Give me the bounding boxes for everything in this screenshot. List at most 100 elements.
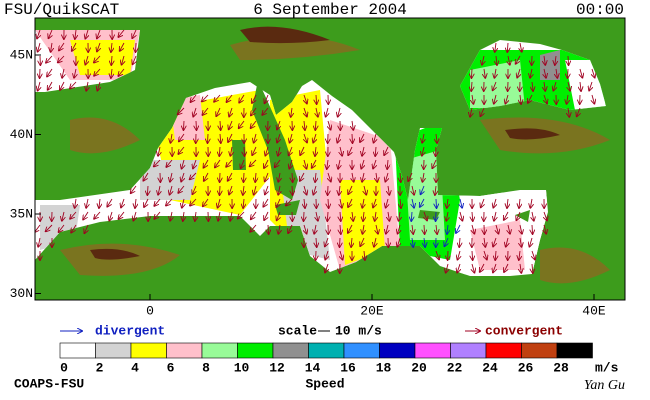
wind-arrow: [265, 94, 268, 103]
wind-arrow: [374, 133, 376, 143]
wind-arrow: [339, 185, 340, 195]
wind-arrow: [580, 81, 581, 91]
wind-arrow: [37, 29, 40, 38]
wind-arrow: [70, 81, 77, 89]
wind-arrow: [251, 211, 257, 219]
wind-arrow: [158, 146, 160, 156]
wind-arrow: [264, 159, 269, 168]
wind-arrow: [480, 107, 484, 116]
wind-arrow: [412, 198, 414, 208]
wind-arrow: [181, 172, 184, 182]
map-frame: [34, 17, 626, 301]
wind-arrow: [313, 185, 316, 195]
wind-arrow: [446, 263, 448, 273]
wind-arrow: [275, 159, 281, 167]
wind-arrow: [265, 185, 268, 194]
wind-arrow: [304, 159, 307, 169]
wind-arrow: [530, 68, 532, 78]
scale-value: 10 m/s: [335, 323, 382, 338]
wind-arrow: [325, 237, 328, 246]
wind-arrow: [226, 94, 233, 102]
wind-arrow: [170, 211, 172, 221]
wind-arrow: [386, 224, 388, 234]
wind-arrow: [316, 211, 318, 221]
lon-tick-label: 20E: [360, 303, 384, 318]
wind-arrow: [178, 185, 185, 193]
wind-arrow: [520, 263, 521, 273]
wind-arrow: [506, 237, 508, 247]
wind-arrow: [495, 250, 496, 260]
lat-tick-label: 45N: [10, 47, 33, 62]
wind-arrow: [83, 211, 89, 220]
wind-arrow: [85, 55, 88, 65]
lon-tick-label: 40E: [582, 303, 606, 318]
wind-arrow: [218, 198, 220, 208]
wind-arrow: [412, 237, 413, 247]
colorbar-tick-label: 14: [305, 360, 321, 375]
colorbar-swatch: [166, 342, 203, 359]
wind-arrow: [244, 146, 245, 156]
wind-arrow: [460, 198, 462, 208]
wind-arrow: [94, 211, 101, 219]
wind-arrow: [276, 198, 280, 207]
wind-arrow: [388, 211, 389, 221]
wind-arrow: [315, 172, 316, 182]
wind-arrow: [111, 55, 112, 65]
wind-arrow: [220, 133, 221, 143]
wind-arrow: [340, 211, 341, 221]
wind-arrow: [288, 224, 292, 233]
wind-arrow: [97, 81, 100, 91]
colorbar-swatch: [201, 342, 238, 359]
wind-arrow: [373, 198, 376, 207]
wind-arrow: [495, 42, 496, 52]
wind-arrow: [252, 146, 256, 155]
wind-arrow: [422, 146, 424, 156]
wind-arrow: [508, 55, 510, 65]
lat-tick-label: 40N: [10, 127, 33, 142]
wind-arrow: [361, 159, 364, 169]
wind-arrow: [362, 172, 364, 182]
wind-arrow: [300, 146, 304, 155]
wind-arrow: [517, 68, 520, 78]
wind-arrow: [203, 198, 209, 206]
colorbar-tick-label: 10: [234, 360, 250, 375]
colorbar-swatch: [272, 342, 309, 359]
wind-arrow: [154, 198, 161, 206]
wind-arrow: [472, 263, 474, 273]
wind-arrow: [86, 81, 88, 91]
wind-arrow: [520, 224, 522, 234]
wind-arrow: [265, 172, 268, 181]
wind-arrow: [348, 198, 352, 207]
wind-arrow: [493, 81, 496, 90]
wind-arrow: [215, 159, 221, 167]
wind-arrow: [544, 55, 545, 65]
colorbar-swatch: [414, 342, 451, 359]
wind-arrow: [520, 42, 522, 52]
wind-arrow: [328, 172, 331, 182]
wind-arrow: [376, 172, 377, 182]
wind-arrow: [166, 159, 173, 167]
wind-arrow: [72, 42, 77, 51]
wind-arrow: [577, 107, 580, 116]
wind-arrow: [556, 68, 557, 78]
wind-arrow: [122, 55, 124, 65]
colorbar-tick-label: 26: [518, 360, 534, 375]
wind-arrow: [340, 198, 342, 208]
wind-arrow: [315, 120, 316, 130]
wind-arrow: [226, 159, 233, 167]
wind-arrow: [154, 211, 161, 219]
wind-arrow: [254, 185, 256, 195]
convergent-label: convergent: [485, 323, 563, 338]
wind-arrow: [520, 94, 521, 104]
scale-label: scale: [278, 323, 317, 338]
wind-arrow: [568, 55, 569, 65]
colorbar-tick-label: 6: [167, 360, 175, 375]
wind-arrow: [364, 250, 365, 260]
divergent-label: divergent: [95, 323, 165, 338]
wind-arrow: [411, 211, 412, 221]
wind-arrow: [384, 146, 388, 155]
wind-arrow: [47, 68, 53, 76]
wind-arrow: [190, 172, 197, 179]
wind-arrow: [348, 224, 353, 233]
wind-arrow: [243, 172, 244, 182]
